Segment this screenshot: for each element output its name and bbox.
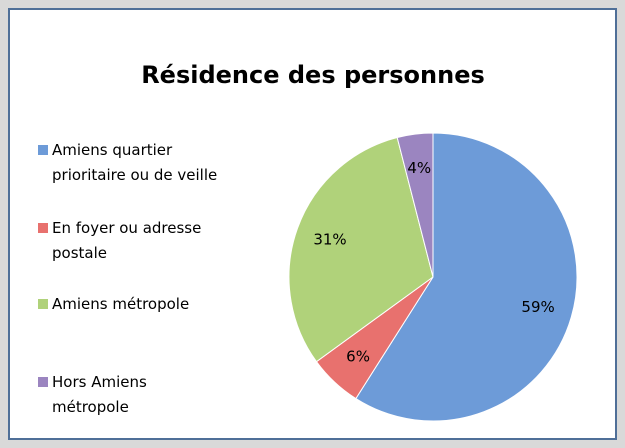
- legend-swatch: [38, 377, 48, 387]
- legend-label: Hors Amiens métropole: [52, 373, 147, 416]
- legend-item: Hors Amiens métropole: [38, 370, 228, 420]
- data-label: 31%: [313, 230, 346, 248]
- data-label: 4%: [407, 159, 431, 177]
- pie-slice: [355, 132, 578, 422]
- legend-label: Amiens métropole: [52, 295, 190, 313]
- legend-item: Amiens quartier prioritaire ou de veille: [38, 138, 228, 188]
- legend-item: En foyer ou adresse postale: [38, 216, 228, 266]
- pie-slice: [288, 136, 434, 363]
- data-label: 6%: [346, 347, 370, 365]
- legend-item: Amiens métropole: [38, 292, 228, 317]
- chart-title: Résidence des personnes: [141, 61, 485, 89]
- data-label: 59%: [521, 298, 554, 316]
- pie-slice: [396, 132, 434, 278]
- legend-swatch: [38, 223, 48, 233]
- legend-label: Amiens quartier prioritaire ou de veille: [52, 141, 218, 184]
- legend-swatch: [38, 299, 48, 309]
- legend-swatch: [38, 145, 48, 155]
- legend-label: En foyer ou adresse postale: [52, 219, 202, 262]
